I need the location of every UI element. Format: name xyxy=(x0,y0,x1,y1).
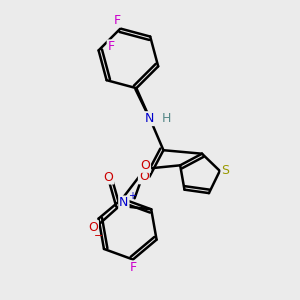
Text: S: S xyxy=(221,164,230,177)
Text: O: O xyxy=(103,170,113,184)
Text: F: F xyxy=(108,40,115,53)
Text: −: − xyxy=(94,231,103,241)
Text: N: N xyxy=(145,112,154,125)
Text: O: O xyxy=(88,221,98,234)
Text: H: H xyxy=(162,112,171,125)
Text: F: F xyxy=(129,261,137,274)
Text: F: F xyxy=(113,14,121,27)
Text: O: O xyxy=(140,159,150,172)
Text: N: N xyxy=(119,196,129,209)
Text: O: O xyxy=(139,170,149,183)
Text: +: + xyxy=(128,191,136,201)
